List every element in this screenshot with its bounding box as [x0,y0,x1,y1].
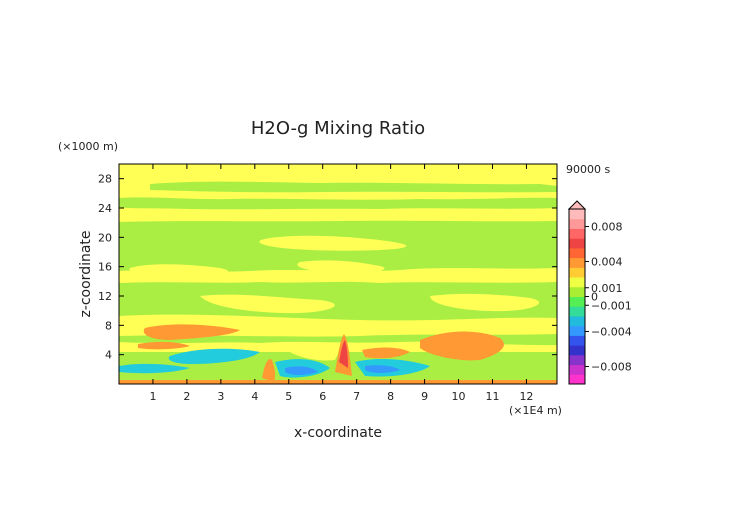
y-unit-label: (×1000 m) [58,140,118,153]
y-axis: 4 8 12 16 20 24 28 [98,173,557,362]
colorbar-swatch [569,247,585,259]
x-tick-label: 6 [319,390,326,403]
x-tick-label: 12 [519,390,533,403]
colorbar-tick-label: −0.004 [591,326,632,339]
colorbar-swatch [569,364,585,375]
colorbar [567,200,587,385]
x-tick-label: 11 [485,390,499,403]
x-tick-label: 1 [149,390,156,403]
y-tick-label: 24 [98,202,112,215]
x-axis: 1 2 3 4 5 6 7 8 9 10 11 12 [149,164,533,403]
contour-band [365,365,400,373]
contour-band [290,342,340,361]
colorbar-extend-arrow [567,200,587,210]
plot-frame [118,163,558,385]
contour-band [430,293,540,312]
colorbar-tick-label: −0.008 [591,361,632,374]
y-tick-label: 28 [98,173,112,186]
colorbar-tick-label: 0 [591,291,598,304]
contour-band [339,340,348,368]
chart-title: H2O-g Mixing Ratio [251,118,425,139]
contour-band [200,294,335,314]
contour-band [119,363,190,374]
colorbar-swatch [569,345,585,356]
contour-band [362,347,410,359]
colorbar-swatch [569,286,585,297]
contour-band [150,181,557,193]
colorbar-swatch [569,277,585,288]
x-tick-label: 8 [387,390,394,403]
y-axis-label: z-coordinate [78,230,94,317]
x-tick-label: 2 [183,390,190,403]
colorbar-swatch [569,374,585,385]
y-tick-label: 8 [105,319,112,332]
x-axis-label: x-coordinate [294,425,382,441]
contour-band [129,264,229,276]
contour-band [119,197,557,210]
colorbar-swatch [569,238,585,249]
contour-band [262,359,276,382]
colorbar-swatch [569,257,585,268]
contour-band [259,235,407,251]
colorbar-swatch [569,296,585,307]
colorbar-tick-label: 0.004 [591,256,623,269]
time-label: 90000 s [566,163,610,176]
contour-band [138,341,190,350]
colorbar-swatch [569,325,585,336]
colorbar-swatch [569,228,585,239]
colorbar-tick-label: 0.001 [591,282,623,295]
colorbar-swatch [569,315,585,327]
colorbar-tick-label: −0.001 [591,299,632,312]
colorbar-swatch [569,209,585,220]
x-tick-label: 3 [217,390,224,403]
contour-band [168,348,260,364]
y-tick-label: 12 [98,290,112,303]
colorbar-tick-label: 0.008 [591,221,623,234]
y-tick-label: 4 [105,349,112,362]
contour-band [119,380,557,384]
colorbar-swatch [569,306,585,317]
contour-field [119,164,557,384]
y-tick-label: 20 [98,231,112,244]
contour-band [420,331,504,361]
y-tick-label: 16 [98,261,112,274]
x-tick-label: 7 [353,390,360,403]
x-tick-label: 5 [285,390,292,403]
x-unit-label: (×1E4 m) [509,404,562,417]
x-tick-label: 4 [251,390,258,403]
contour-band [297,260,385,274]
contour-band [285,366,318,375]
contour-band [143,324,240,340]
colorbar-swatch [569,267,585,278]
colorbar-swatch [569,218,585,229]
colorbar-swatch [569,335,585,346]
colorbar-swatch [569,354,585,366]
x-tick-label: 9 [421,390,428,403]
x-tick-label: 10 [452,390,466,403]
